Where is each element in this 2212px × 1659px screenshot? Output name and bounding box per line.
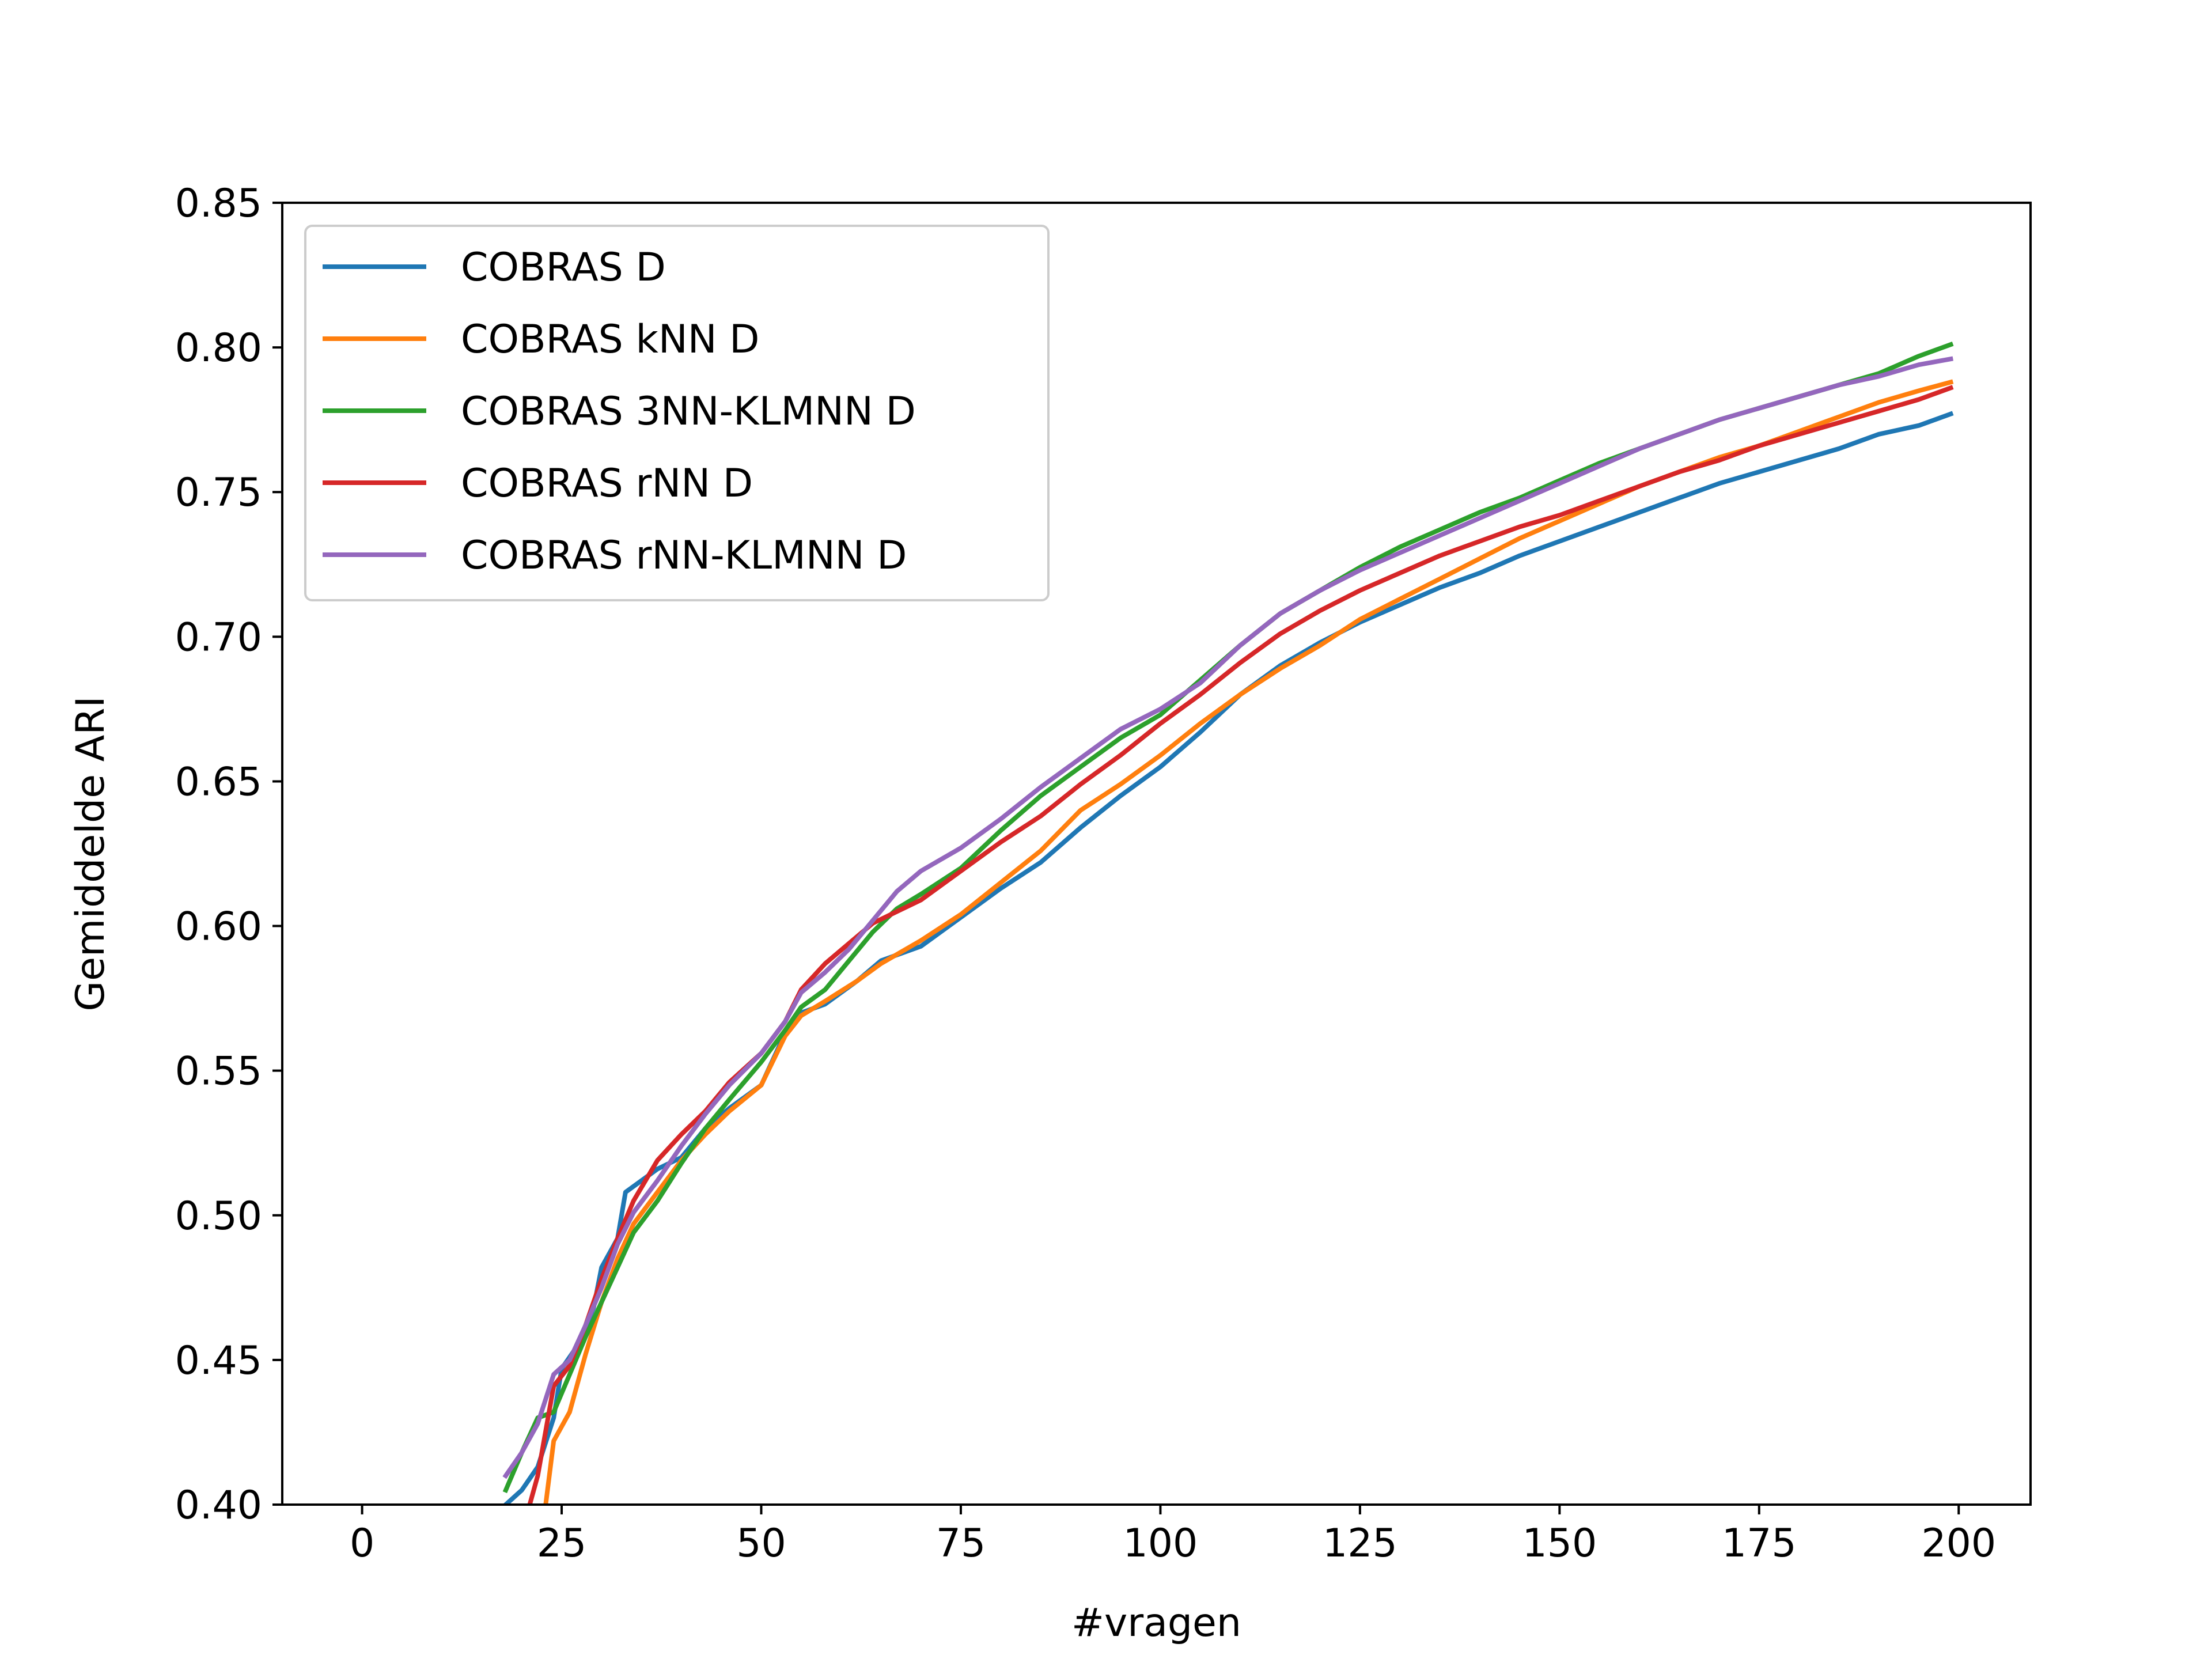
y-tick-label: 0.75 xyxy=(175,470,262,516)
x-tick-label: 200 xyxy=(1921,1521,1996,1566)
legend-label: COBRAS rNN D xyxy=(461,461,753,506)
x-tick-label: 0 xyxy=(350,1521,374,1566)
series-layer xyxy=(502,341,1954,1505)
x-tick-label: 50 xyxy=(736,1521,786,1566)
x-tick-label: 25 xyxy=(537,1521,587,1566)
x-tick-label: 100 xyxy=(1123,1521,1198,1566)
y-tick-label: 0.80 xyxy=(175,325,262,371)
plot-frame xyxy=(281,202,2032,1506)
series-line-4 xyxy=(527,385,1954,1505)
legend-label: COBRAS rNN-KLMNN D xyxy=(461,533,907,578)
x-axis-label: #vragen xyxy=(1071,1600,1241,1646)
y-tick-label: 0.85 xyxy=(175,181,262,226)
y-tick-label: 0.50 xyxy=(175,1194,262,1239)
y-tick-label: 0.45 xyxy=(175,1338,262,1384)
x-tick-label: 75 xyxy=(936,1521,986,1566)
y-tick-label: 0.65 xyxy=(175,759,262,805)
legend: COBRAS D COBRAS kNN D COBRAS 3NN-KLMNN D CO… xyxy=(304,225,1050,601)
y-tick-label: 0.55 xyxy=(175,1049,262,1094)
legend-label: COBRAS kNN D xyxy=(461,317,760,362)
y-tick-label: 0.70 xyxy=(175,615,262,660)
legend-label: COBRAS 3NN-KLMNN D xyxy=(461,389,916,434)
x-tick-label: 175 xyxy=(1722,1521,1797,1566)
axes-layer: 0 25 50 75 100 125 150 175 200 0.40 0.45 0.50 0.55 0.… xyxy=(175,181,2032,1566)
series-line-5 xyxy=(502,356,1954,1479)
x-tick-label: 125 xyxy=(1323,1521,1397,1566)
y-tick-label: 0.60 xyxy=(175,904,262,950)
y-axis-label: Gemiddelde ARI xyxy=(68,696,113,1011)
legend-box xyxy=(304,225,1050,601)
x-tick-label: 150 xyxy=(1522,1521,1597,1566)
y-tick-label: 0.40 xyxy=(175,1483,262,1528)
legend-label: COBRAS D xyxy=(461,245,666,290)
